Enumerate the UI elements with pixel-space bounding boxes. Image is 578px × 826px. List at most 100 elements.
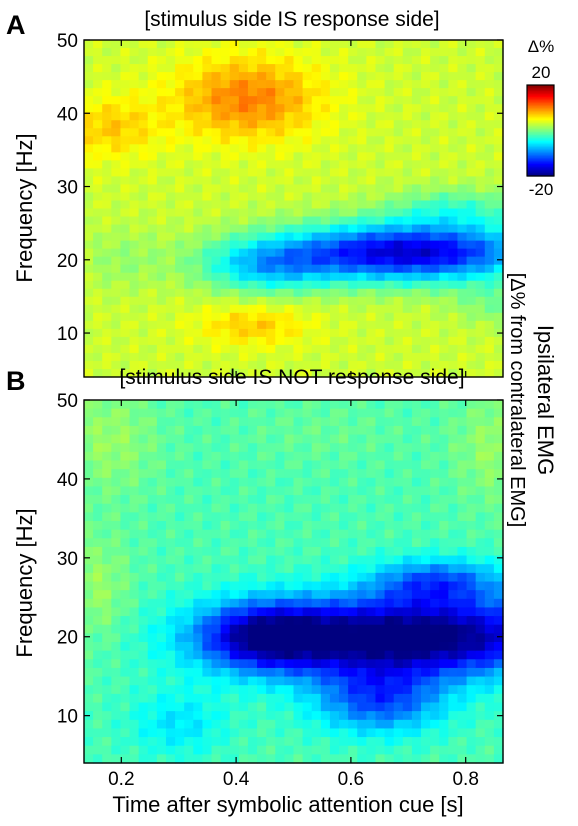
heat-cell (102, 659, 112, 669)
heat-cell (202, 56, 213, 65)
heat-cell (357, 72, 367, 81)
heat-cell (293, 304, 304, 314)
heat-cell (220, 320, 231, 330)
colorbar-cell (527, 97, 554, 100)
heat-cell (375, 328, 386, 338)
heat-cell (120, 104, 131, 113)
heat-cell (430, 598, 440, 609)
heat-cell (293, 112, 304, 121)
colorbar-cell (527, 89, 554, 92)
colorbar-cell (527, 88, 554, 91)
heat-cell (393, 434, 404, 444)
heat-cell (475, 256, 486, 266)
heat-cell (184, 521, 194, 531)
heat-cell (175, 104, 185, 113)
heat-cell (238, 288, 249, 298)
heat-cell (402, 216, 413, 226)
heat-cell (247, 607, 258, 617)
heat-cell (375, 368, 386, 378)
heat-cell (357, 425, 367, 436)
heat-cell (411, 72, 422, 81)
heat-cell (457, 503, 468, 513)
heat-cell (329, 136, 340, 145)
heat-cell (257, 503, 267, 513)
heat-cell (257, 745, 267, 755)
heat-cell (457, 160, 468, 169)
heat-cell (156, 616, 167, 626)
heat-cell (302, 192, 313, 202)
heat-cell (266, 555, 276, 565)
heat-cell (111, 72, 122, 81)
heat-cell (102, 56, 112, 65)
heat-cell (375, 642, 386, 652)
heat-cell (102, 248, 112, 258)
heat-cell (302, 80, 313, 89)
heat-cell (329, 176, 340, 186)
heat-cell (293, 676, 304, 686)
heat-cell (457, 104, 468, 113)
colorbar-cell (527, 100, 554, 103)
heat-cell (129, 48, 140, 57)
heat-cell (484, 328, 495, 338)
heat-cell (275, 80, 285, 89)
heat-cell (275, 288, 285, 298)
heat-cell (193, 184, 204, 194)
heat-cell (266, 336, 276, 346)
heat-cell (120, 64, 131, 73)
heat-cell (357, 256, 367, 266)
heat-cell (475, 360, 486, 370)
heat-cell (111, 264, 122, 274)
heat-cell (220, 128, 231, 137)
heat-cell (211, 176, 222, 186)
heat-cell (193, 460, 204, 470)
heat-cell (448, 224, 459, 234)
heat-cell (311, 280, 322, 290)
heat-cell (421, 128, 431, 137)
heat-cell (220, 40, 231, 49)
heat-cell (366, 200, 377, 210)
heat-cell (84, 216, 94, 226)
heat-cell (402, 240, 413, 250)
heat-cell (229, 400, 240, 410)
heat-cell (147, 176, 158, 186)
heat-cell (430, 360, 440, 370)
heat-cell (493, 176, 504, 186)
heat-cell (238, 40, 249, 49)
heat-cell (175, 477, 185, 488)
heat-cell (275, 425, 285, 436)
heat-cell (402, 728, 413, 738)
heat-cell (411, 248, 422, 258)
heat-cell (120, 417, 131, 427)
heat-cell (311, 529, 322, 539)
heat-cell (457, 642, 468, 652)
heat-cell (439, 296, 449, 306)
heat-cell (165, 144, 176, 153)
heat-cell (266, 240, 276, 250)
heat-cell (375, 495, 386, 505)
heat-cell (375, 529, 386, 539)
heat-cell (357, 443, 367, 453)
heat-cell (357, 40, 367, 49)
heat-cell (302, 160, 313, 169)
heat-cell (439, 546, 449, 557)
heat-cell (466, 538, 477, 548)
heat-cell (202, 320, 213, 330)
heat-cell (484, 408, 495, 418)
heat-cell (484, 248, 495, 258)
heat-cell (266, 280, 276, 290)
heat-cell (84, 719, 94, 730)
heat-cell (211, 40, 222, 49)
heat-cell (457, 56, 468, 65)
heat-cell (402, 312, 413, 322)
heat-cell (266, 737, 276, 747)
heat-cell (348, 728, 358, 738)
heat-cell (129, 192, 140, 202)
heat-cell (357, 581, 367, 591)
heat-cell (175, 443, 185, 453)
heat-cell (493, 168, 504, 177)
heat-cell (475, 598, 486, 609)
heat-cell (111, 216, 122, 226)
heat-cell (366, 512, 377, 522)
heat-cell (293, 136, 304, 145)
